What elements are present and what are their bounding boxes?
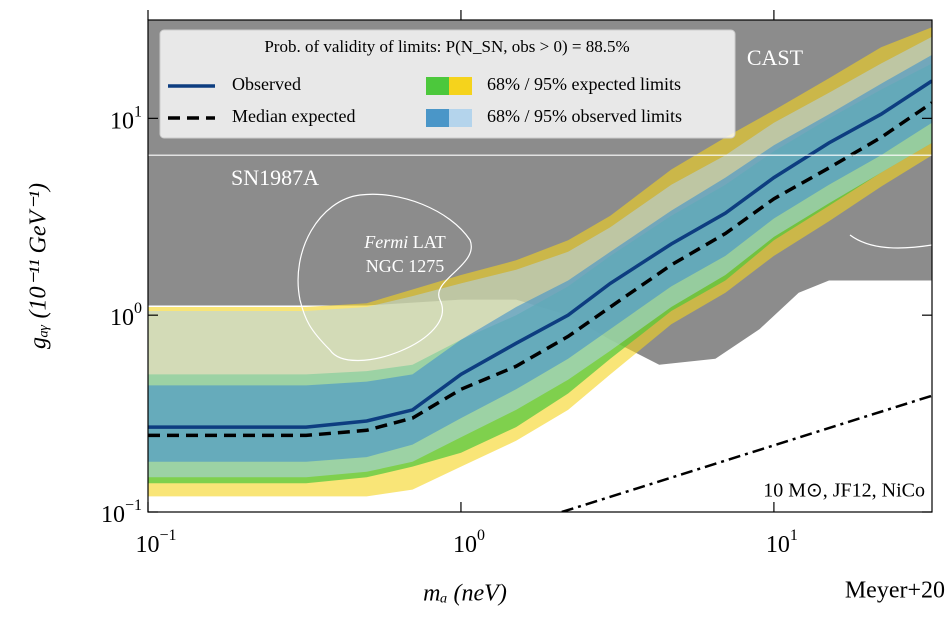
x-axis-label: mₐ (neV) xyxy=(423,581,507,607)
tick-base: 10 xyxy=(110,305,134,331)
annotation: SN1987A xyxy=(231,165,319,190)
tick-base: 10 xyxy=(453,532,477,558)
annotation: CAST xyxy=(747,45,804,70)
annotation: 10 M⊙, JF12, NiCo xyxy=(763,480,925,502)
tick-exponent: −1 xyxy=(159,527,176,544)
tick-exponent: 1 xyxy=(134,103,142,120)
tick-label: 10−1 xyxy=(135,527,176,558)
tick-exponent: 0 xyxy=(134,300,142,317)
legend-label: Median expected xyxy=(232,106,355,126)
annotation: NGC 1275 xyxy=(366,256,445,276)
legend-swatch xyxy=(426,109,449,127)
tick-label: 10−1 xyxy=(101,497,142,528)
tick-label: 100 xyxy=(110,300,142,331)
tick-exponent: 1 xyxy=(790,527,798,544)
legend-label: Observed xyxy=(232,74,301,94)
tick-base: 10 xyxy=(110,108,134,134)
y-axis-label: gₐᵧ (10⁻¹¹ GeV⁻¹) xyxy=(26,183,52,349)
annotation-part: Fermi xyxy=(363,232,408,252)
legend-label: 68% / 95% expected limits xyxy=(487,74,681,94)
legend-swatch xyxy=(449,109,472,127)
annotation-part: LAT xyxy=(408,232,446,252)
tick-label: 100 xyxy=(453,527,485,558)
tick-label: 101 xyxy=(766,527,798,558)
credit: Meyer+20 xyxy=(845,578,945,604)
legend-title: Prob. of validity of limits: P(N_SN, obs… xyxy=(264,37,629,56)
tick-label: 101 xyxy=(110,103,142,134)
tick-exponent: −1 xyxy=(125,497,142,514)
legend-label: 68% / 95% observed limits xyxy=(487,106,682,126)
tick-exponent: 0 xyxy=(477,527,485,544)
legend-swatch xyxy=(426,77,449,95)
chart: mₐ (neV) gₐᵧ (10⁻¹¹ GeV⁻¹) Meyer+20 CAST… xyxy=(0,0,952,613)
annotation: Fermi LAT xyxy=(363,232,446,252)
tick-base: 10 xyxy=(766,532,790,558)
legend-swatch xyxy=(449,77,472,95)
tick-base: 10 xyxy=(135,532,159,558)
tick-base: 10 xyxy=(101,502,125,528)
